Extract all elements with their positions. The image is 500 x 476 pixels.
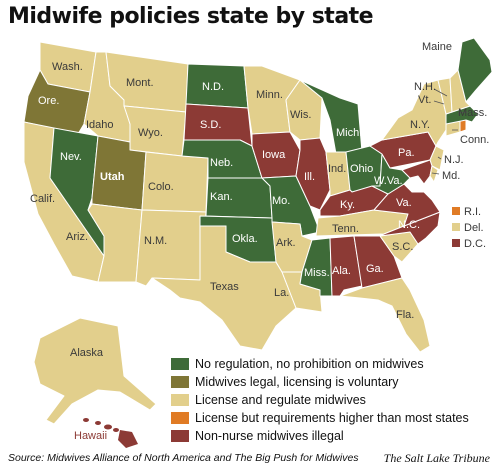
label-nh: N.H. [414,81,436,93]
state-nh [449,69,471,113]
state-hawaii [83,418,138,448]
swatch-del [452,223,460,231]
state-del [429,165,439,183]
label-ariz: Ariz. [66,231,88,243]
legend-label: Midwives legal, licensing is voluntary [195,375,399,389]
map-title: Midwife policies state by state [8,4,374,29]
legend-swatch [171,412,189,424]
label-ala: Ala. [332,265,351,277]
legend-swatch [171,430,189,442]
credit: The Salt Lake Tribune [383,451,490,465]
label-utah: Utah [100,171,125,183]
label-hawaii: Hawaii [74,430,107,442]
label-va: Va. [396,197,412,209]
label-idaho: Idaho [86,119,114,131]
label-ohio: Ohio [350,163,373,175]
label-alaska: Alaska [70,347,104,359]
label-minn: Minn. [256,89,283,101]
legend-item: No regulation, no prohibition on midwive… [171,355,469,373]
label-mich: Mich. [336,127,362,139]
label-sc: S.C. [392,241,413,253]
label-ind: Ind. [328,163,346,175]
label-maine: Maine [422,41,452,53]
state-fla [339,277,431,353]
state-alaska [33,317,157,425]
label-nj: N.J. [444,154,464,166]
label-neb: Neb. [210,157,233,169]
label-conn: Conn. [460,134,489,146]
legend-label: No regulation, no prohibition on midwive… [195,357,424,371]
label-nd: N.D. [202,81,224,93]
label-wyo: Wyo. [138,127,163,139]
source-note: Source: Midwives Alliance of North Ameri… [8,452,359,464]
label-calif: Calif. [30,193,55,205]
label-ill: Ill. [304,171,315,183]
state-ga [353,235,403,289]
state-colo [141,151,209,213]
label-la: La. [274,287,289,299]
label-nc: N.C. [398,219,420,231]
small-state-label-ri: R.I. [464,206,481,218]
legend-swatch [171,376,189,388]
label-vt: Vt. [418,94,431,106]
label-nev: Nev. [60,151,82,163]
legend-swatch [171,394,189,406]
swatch-ri [452,207,460,215]
label-md: Md. [442,170,460,182]
label-okla: Okla. [232,233,258,245]
label-ark: Ark. [276,237,296,249]
legend-item: Midwives legal, licensing is voluntary [171,373,469,391]
state-ore [23,69,91,135]
label-ny: N.Y. [410,119,430,131]
state-nj [429,145,445,171]
label-tenn: Tenn. [332,223,359,235]
swatch-dc [452,239,460,247]
label-mont: Mont. [126,77,154,89]
label-sd: S.D. [200,119,221,131]
label-wva: W.Va. [374,175,403,187]
state-texas [151,225,297,351]
legend-label: Non-nurse midwives illegal [195,429,344,443]
small-state-label-del: Del. [464,222,484,234]
legend-item: License and regulate midwives [171,391,469,409]
label-pa: Pa. [398,147,415,159]
state-ri [459,119,467,133]
small-state-label-dc: D.C. [464,238,486,250]
legend-label: License and regulate midwives [195,393,366,407]
state-maine [457,37,493,103]
label-mass: Mass. [458,107,487,119]
label-nm: N.M. [144,235,167,247]
legend-item: License but requirements higher than mos… [171,409,469,427]
label-kan: Kan. [210,191,233,203]
state-md [401,159,433,185]
label-ky: Ky. [340,199,355,211]
label-ga: Ga. [366,263,384,275]
label-iowa: Iowa [262,149,286,161]
label-miss: Miss. [304,267,330,279]
label-colo: Colo. [148,181,174,193]
label-ore: Ore. [38,95,59,107]
label-fla: Fla. [396,309,414,321]
label-texas: Texas [210,281,239,293]
legend-item: Non-nurse midwives illegal [171,427,469,445]
label-wis: Wis. [290,109,311,121]
label-mo: Mo. [272,195,290,207]
legend-label: License but requirements higher than mos… [195,411,469,425]
legend: No regulation, no prohibition on midwive… [171,355,469,445]
legend-swatch [171,358,189,370]
state-nm [135,209,207,287]
label-wash: Wash. [52,61,83,73]
